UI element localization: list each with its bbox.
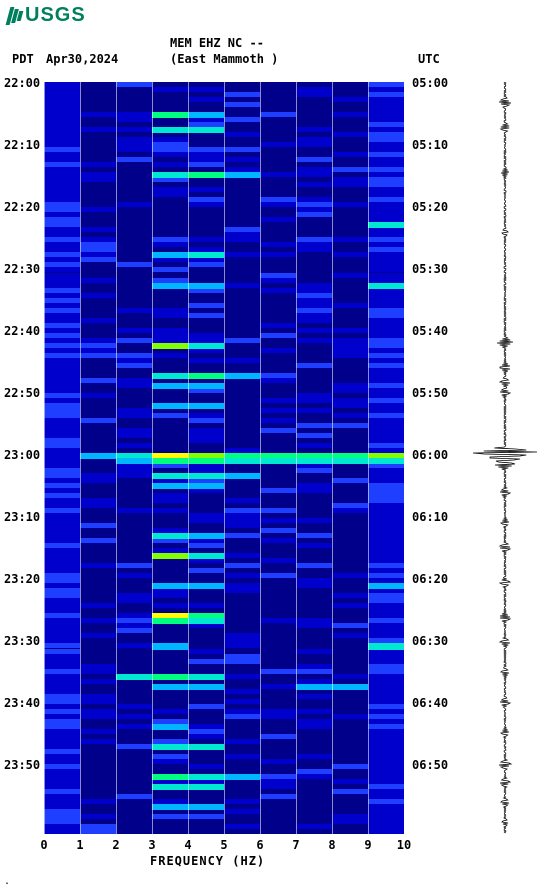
- x-tick: 7: [292, 838, 299, 852]
- tz-right-label: UTC: [418, 52, 440, 66]
- station-code: MEM EHZ NC --: [170, 36, 264, 50]
- tz-left-label: PDT: [12, 52, 34, 66]
- x-tick: 1: [76, 838, 83, 852]
- x-tick: 3: [148, 838, 155, 852]
- y-tick-utc: 06:40: [412, 696, 448, 710]
- x-tick: 0: [40, 838, 47, 852]
- y-tick-pdt: 23:40: [4, 696, 40, 710]
- x-tick: 9: [364, 838, 371, 852]
- y-tick-pdt: 23:20: [4, 572, 40, 586]
- y-tick-pdt: 22:00: [4, 76, 40, 90]
- y-tick-pdt: 23:10: [4, 510, 40, 524]
- x-axis-title: FREQUENCY (HZ): [150, 854, 265, 868]
- y-tick-utc: 05:30: [412, 262, 448, 276]
- seismic-trace: [470, 82, 540, 834]
- spectrogram-plot: [44, 82, 404, 834]
- x-tick: 4: [184, 838, 191, 852]
- y-tick-pdt: 22:10: [4, 138, 40, 152]
- x-tick: 8: [328, 838, 335, 852]
- y-tick-pdt: 22:20: [4, 200, 40, 214]
- usgs-logo: USGS: [8, 4, 86, 27]
- spectrogram-canvas: [44, 82, 404, 834]
- y-tick-utc: 05:40: [412, 324, 448, 338]
- x-tick: 6: [256, 838, 263, 852]
- y-tick-utc: 05:10: [412, 138, 448, 152]
- logo-text: USGS: [25, 4, 86, 27]
- y-tick-pdt: 22:50: [4, 386, 40, 400]
- y-tick-utc: 06:20: [412, 572, 448, 586]
- y-tick-pdt: 23:50: [4, 758, 40, 772]
- x-tick: 2: [112, 838, 119, 852]
- y-tick-utc: 06:00: [412, 448, 448, 462]
- y-tick-pdt: 23:00: [4, 448, 40, 462]
- x-tick: 10: [397, 838, 411, 852]
- y-tick-pdt: 23:30: [4, 634, 40, 648]
- y-tick-pdt: 22:30: [4, 262, 40, 276]
- footer-mark: .: [4, 876, 10, 887]
- y-tick-utc: 06:30: [412, 634, 448, 648]
- y-tick-utc: 05:00: [412, 76, 448, 90]
- y-tick-pdt: 22:40: [4, 324, 40, 338]
- y-tick-utc: 05:20: [412, 200, 448, 214]
- y-tick-utc: 06:10: [412, 510, 448, 524]
- logo-wave-icon: [8, 7, 23, 25]
- plot-date: Apr30,2024: [46, 52, 118, 66]
- y-tick-utc: 05:50: [412, 386, 448, 400]
- x-tick: 5: [220, 838, 227, 852]
- y-tick-utc: 06:50: [412, 758, 448, 772]
- station-location: (East Mammoth ): [170, 52, 278, 66]
